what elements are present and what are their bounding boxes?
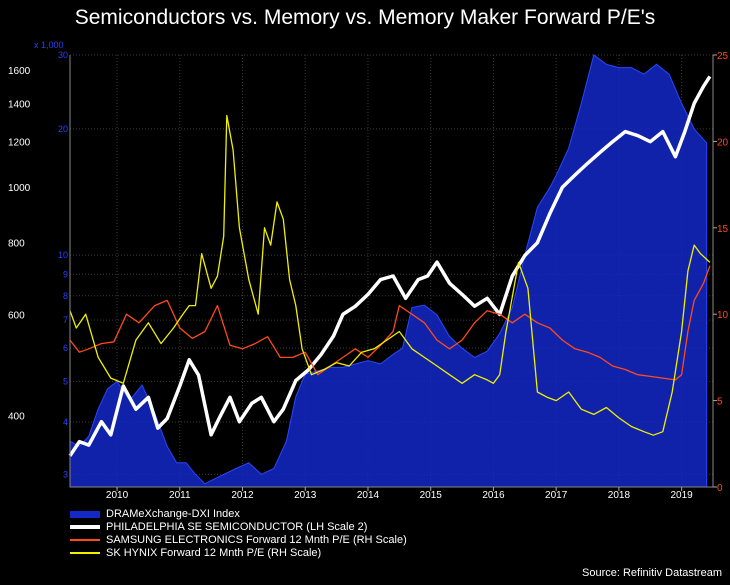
x-tick-label: 2017 [545, 490, 568, 501]
x-tick-label: 2014 [357, 490, 380, 501]
x-tick-label: 2011 [169, 490, 191, 501]
source-note: Source: Refinitiv Datastream [582, 567, 722, 579]
right-tick-label: 20 [717, 137, 729, 148]
left-inner-tick-label: 5 [63, 376, 68, 386]
legend-label: SK HYNIX Forward 12 Mnth P/E (RH Scale) [106, 547, 322, 559]
left-inner-tick-label: 20 [58, 124, 68, 134]
left-outer-tick-label: 400 [8, 411, 25, 422]
left-inner-tick-label: 30 [58, 50, 68, 60]
legend-swatch [70, 552, 100, 554]
right-tick-label: 15 [717, 224, 729, 235]
left-outer-tick-label: 600 [8, 310, 25, 321]
left-outer-tick-label: 1200 [8, 138, 31, 149]
left-outer-tick-label: 1000 [8, 183, 31, 194]
legend-swatch [70, 525, 100, 529]
series-line-hynix [69, 114, 711, 436]
left-inner-tick-label: 8 [63, 291, 68, 301]
legend-label: PHILADELPHIA SE SEMICONDUCTOR (LH Scale … [106, 521, 368, 533]
left-inner-multiplier-label: x 1,000 [34, 40, 64, 50]
x-tick-label: 2019 [671, 490, 694, 501]
left-outer-tick-label: 800 [8, 239, 25, 250]
right-tick-label: 25 [717, 51, 729, 62]
legend-swatch [70, 539, 100, 541]
chart-title: Semiconductors vs. Memory vs. Memory Mak… [74, 6, 656, 29]
x-tick-label: 2018 [608, 490, 631, 501]
left-inner-tick-label: 7 [63, 315, 68, 325]
left-inner-tick-label: 3 [63, 469, 68, 479]
legend-swatch [70, 511, 100, 518]
series-line-samsung [69, 265, 711, 381]
x-tick-label: 2016 [482, 490, 505, 501]
left-inner-tick-label: 4 [63, 417, 68, 427]
right-tick-label: 0 [717, 483, 723, 494]
left-inner-tick-label: 6 [63, 343, 68, 353]
left-inner-tick-label: 9 [63, 269, 68, 279]
series-line-sox [68, 75, 712, 457]
legend-label: SAMSUNG ELECTRONICS Forward 12 Mnth P/E … [106, 534, 407, 546]
left-outer-tick-label: 1400 [8, 99, 31, 110]
x-tick-label: 2010 [106, 490, 129, 501]
left-outer-tick-label: 1600 [8, 66, 31, 77]
right-tick-label: 5 [717, 397, 723, 408]
legend-label: DRAMeXchange-DXI Index [106, 508, 240, 520]
x-tick-label: 2015 [420, 490, 443, 501]
x-tick-label: 2012 [231, 490, 254, 501]
series-area-dxi [69, 54, 708, 488]
x-tick-label: 2013 [294, 490, 317, 501]
left-inner-tick-label: 10 [58, 250, 68, 260]
right-tick-label: 10 [717, 310, 729, 321]
